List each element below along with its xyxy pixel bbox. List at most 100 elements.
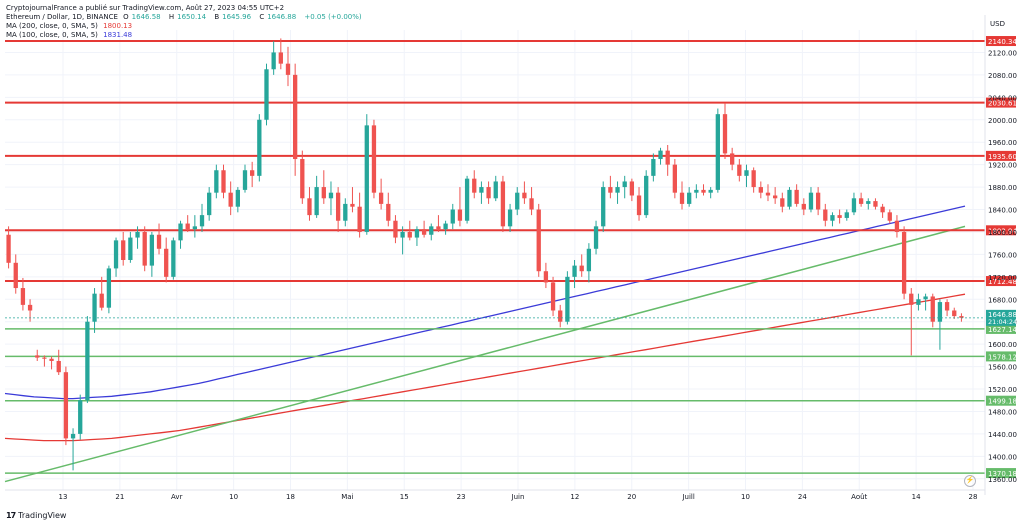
currency-label: USD (990, 20, 1005, 28)
candle-body (593, 226, 599, 249)
candle-body (142, 231, 147, 266)
candle-body (615, 187, 620, 193)
symbol-name[interactable]: Ethereum / Dollar, 1D, BINANCE (6, 13, 118, 21)
candle-body (629, 181, 635, 196)
candle-body (758, 187, 763, 193)
candle-body (228, 192, 233, 207)
ma200-line (4, 293, 966, 442)
candle-body (722, 114, 728, 154)
candle-body (894, 220, 900, 232)
candle-body (443, 223, 448, 230)
candle-body (421, 229, 427, 235)
candle-body (636, 195, 642, 216)
ohlc-h: H 1650.14 (168, 13, 207, 21)
price-tick-label: 1680.00 (988, 296, 1017, 304)
candle-body (85, 321, 90, 401)
level-tag (986, 276, 1016, 287)
ma200-label: MA (200, close, 0, SMA, 5) (6, 22, 98, 30)
level-label: 1935.60 (988, 153, 1017, 161)
candle-body (715, 114, 720, 190)
time-tick-label: Juill (681, 493, 694, 501)
candle-body (522, 192, 527, 199)
lightning-icon[interactable]: ⚡ (964, 475, 976, 487)
symbol-line: Ethereum / Dollar, 1D, BINANCE O 1646.58 … (6, 13, 365, 22)
candle-body (314, 187, 319, 216)
price-tick-label: 2080.00 (988, 72, 1017, 80)
candle-body (307, 198, 312, 216)
candlesticks (6, 38, 964, 471)
time-tick-label: 15 (400, 493, 409, 501)
level-label: 2140.34 (988, 38, 1017, 46)
ma100-legend[interactable]: MA (100, close, 0, SMA, 5) 1831.48 (6, 31, 365, 40)
trendline (4, 225, 966, 483)
level-tag (986, 150, 1016, 161)
time-tick-label: Août (851, 493, 867, 501)
candle-body (558, 310, 563, 322)
candle-body (450, 209, 455, 224)
candle-body (701, 189, 706, 193)
level-label: 2030.61 (988, 100, 1017, 108)
ma200-legend[interactable]: MA (200, close, 0, SMA, 5) 1800.13 (6, 22, 365, 31)
level-label: 1578.12 (988, 353, 1017, 361)
chart-header: CryptojournalFrance a publié sur Trading… (6, 4, 365, 40)
candle-body (63, 372, 69, 439)
level-tag (986, 323, 1016, 334)
candle-body (579, 265, 584, 272)
candle-body (923, 296, 928, 300)
time-tick-label: Mai (341, 493, 353, 501)
level-label: 1370.18 (988, 470, 1017, 478)
candle-body (386, 203, 391, 221)
candle-body (515, 192, 520, 210)
tradingview-logo-icon: 17 (6, 511, 16, 520)
candle-body (794, 189, 799, 204)
ohlc-b: B 1645.96 (214, 13, 252, 21)
candle-body (873, 201, 878, 207)
price-tick-label: 1760.00 (988, 251, 1017, 259)
candle-body (472, 178, 477, 193)
candle-body (300, 159, 305, 199)
candle-body (815, 192, 821, 210)
candle-body (651, 159, 656, 176)
level-label: 1802.94 (988, 227, 1017, 235)
candle-body (6, 234, 11, 263)
candle-body (221, 170, 226, 193)
price-tick-label: 1400.00 (988, 453, 1017, 461)
level-tag (986, 395, 1016, 406)
candle-body (880, 206, 885, 213)
candle-body (20, 288, 26, 305)
candle-body (257, 119, 262, 176)
candle-body (500, 181, 506, 227)
time-tick-label: 28 (969, 493, 978, 501)
candle-body (601, 187, 606, 227)
time-tick-label: 18 (286, 493, 295, 501)
price-tick-label: 2000.00 (988, 117, 1017, 125)
ohlc-c: C 1646.88 (259, 13, 297, 21)
candle-body (214, 170, 219, 193)
candle-body (113, 240, 119, 269)
price-tick-label: 1360.00 (988, 476, 1017, 484)
candle-body (529, 198, 534, 210)
candle-body (199, 215, 205, 227)
candle-body (765, 192, 771, 196)
tradingview-logo[interactable]: 17 TradingView (6, 511, 66, 520)
candle-body (457, 209, 463, 221)
ohlc-o: O 1646.58 (123, 13, 161, 21)
level-tag (986, 468, 1016, 479)
price-tick-label: 2120.00 (988, 49, 1017, 57)
candle-body (916, 299, 921, 305)
candle-body (178, 223, 183, 241)
ma100-line (4, 205, 966, 400)
last-price-label: 1646.88 (988, 311, 1017, 319)
candle-body (407, 231, 412, 238)
candle-body (665, 150, 670, 165)
candle-body (901, 231, 907, 294)
candle-body (13, 262, 18, 289)
candle-body (644, 175, 649, 216)
candle-body (550, 282, 556, 311)
candle-body (27, 304, 33, 311)
candle-body (866, 201, 871, 204)
candle-body (235, 189, 240, 207)
candle-body (952, 310, 957, 317)
level-label: 1627.14 (988, 326, 1017, 334)
